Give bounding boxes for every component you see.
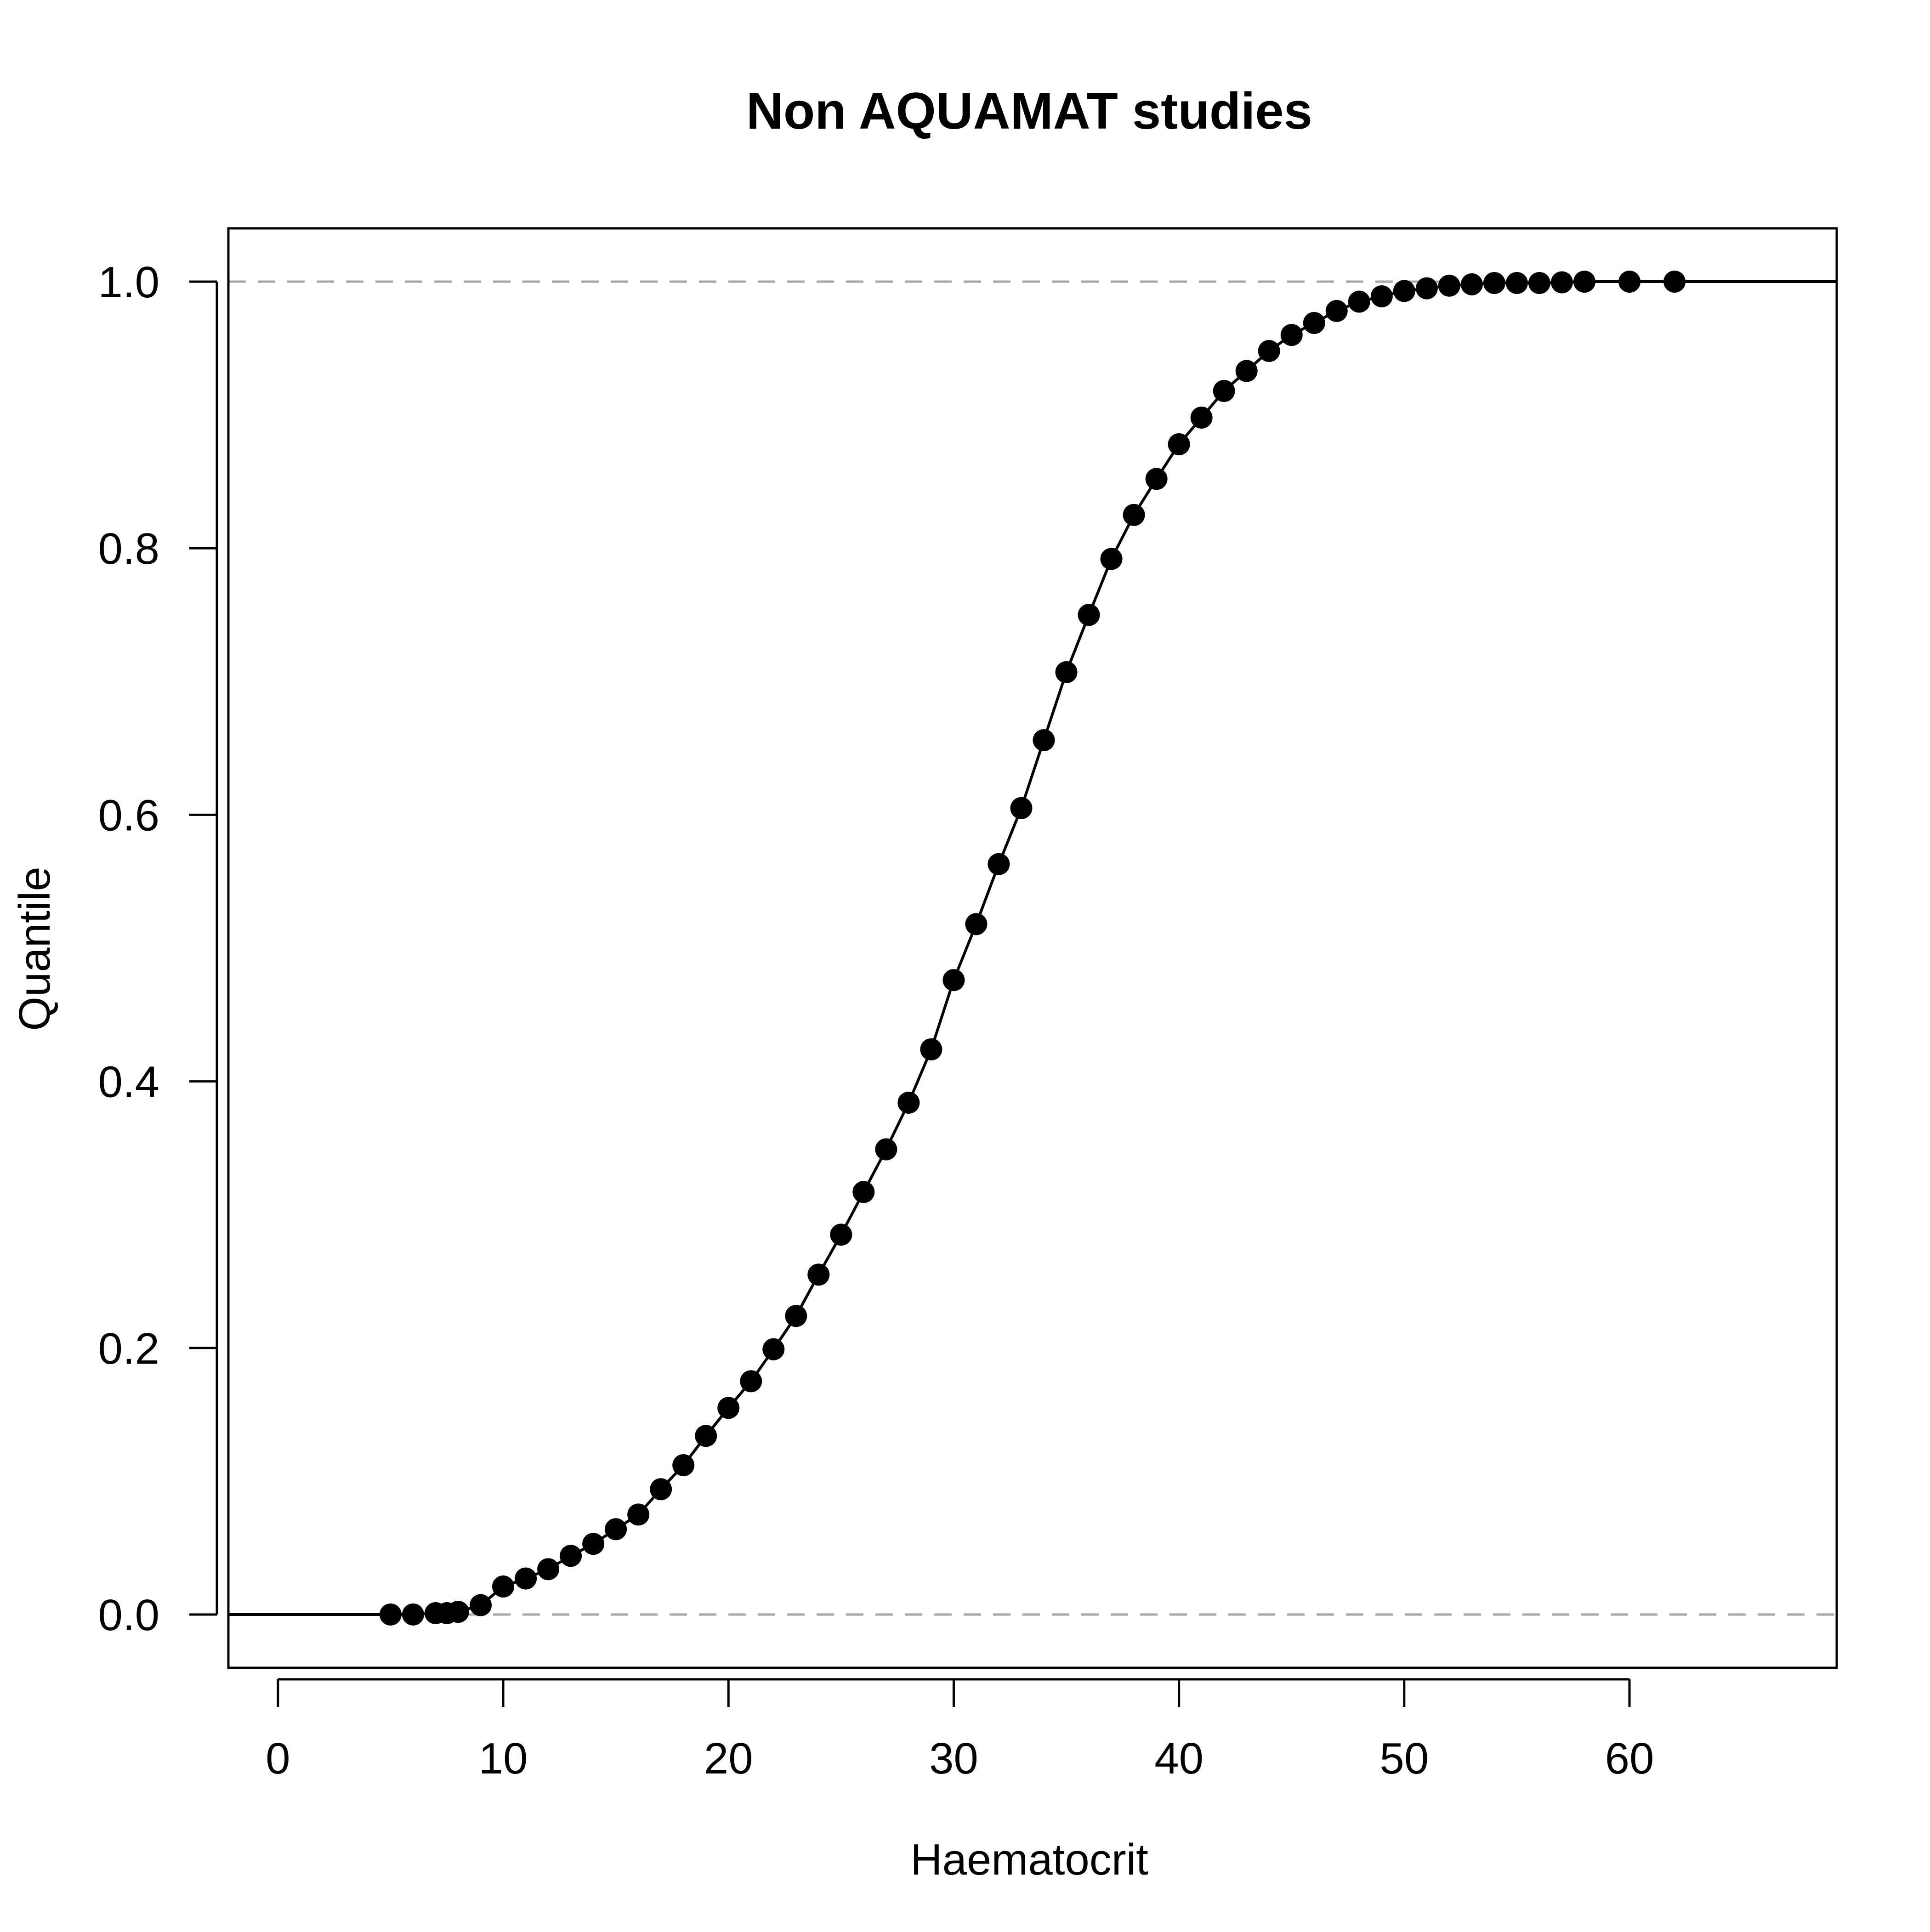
data-point <box>1415 277 1438 300</box>
data-point <box>560 1545 582 1567</box>
data-point <box>1033 729 1055 751</box>
data-point <box>492 1575 515 1598</box>
data-point <box>875 1138 897 1161</box>
data-point <box>1168 433 1190 455</box>
data-point <box>1280 324 1303 346</box>
y-tick-label: 1.0 <box>98 258 159 307</box>
data-point <box>785 1305 807 1327</box>
data-point <box>650 1478 672 1501</box>
data-point <box>807 1263 830 1286</box>
data-point <box>1145 468 1168 490</box>
data-point <box>1550 271 1573 294</box>
data-point <box>379 1603 402 1626</box>
data-point <box>1010 797 1033 819</box>
data-point <box>605 1518 627 1541</box>
chart-title: Non AQUAMAT studies <box>746 82 1312 140</box>
x-axis-label: Haematocrit <box>910 1835 1148 1884</box>
data-point <box>515 1567 537 1590</box>
x-tick-label: 40 <box>1154 1734 1203 1783</box>
data-point <box>1618 271 1641 293</box>
data-point <box>1348 290 1370 313</box>
data-point <box>1325 300 1348 322</box>
x-tick-label: 20 <box>704 1734 753 1783</box>
y-tick-label: 0.2 <box>98 1324 159 1373</box>
data-point <box>1213 380 1235 402</box>
data-point <box>1438 274 1460 297</box>
data-point <box>1460 273 1483 295</box>
data-point <box>1100 548 1123 570</box>
data-point <box>1663 271 1686 293</box>
data-point <box>537 1558 560 1581</box>
data-point <box>1370 285 1393 307</box>
y-axis-label: Quantile <box>10 867 59 1031</box>
data-point <box>1483 272 1505 294</box>
plot-frame <box>227 227 1838 1669</box>
data-point <box>1505 272 1528 294</box>
x-tick-label: 0 <box>266 1734 290 1783</box>
data-point <box>852 1181 875 1203</box>
data-point <box>830 1224 852 1246</box>
y-tick-label: 0.4 <box>98 1058 159 1107</box>
data-point <box>762 1338 785 1360</box>
data-point <box>695 1425 717 1447</box>
data-point <box>1123 504 1145 526</box>
data-point <box>402 1603 424 1626</box>
data-point <box>1393 280 1415 302</box>
data-point <box>1078 604 1100 626</box>
data-point <box>447 1601 469 1623</box>
data-point <box>1055 661 1078 684</box>
data-point <box>965 913 988 935</box>
data-point <box>1528 272 1550 294</box>
data-point <box>470 1594 492 1616</box>
data-point <box>1573 271 1595 293</box>
y-tick-label: 0.8 <box>98 524 159 573</box>
data-points <box>379 271 1686 1626</box>
x-tick-label: 10 <box>479 1734 528 1783</box>
data-point <box>627 1503 650 1526</box>
data-point <box>1303 312 1325 334</box>
data-point <box>582 1533 605 1555</box>
data-point <box>920 1038 942 1060</box>
data-point <box>1235 360 1258 382</box>
data-point <box>988 853 1010 875</box>
data-point <box>717 1397 740 1419</box>
data-point <box>740 1370 762 1393</box>
data-point <box>1190 406 1213 429</box>
y-tick-label: 0.0 <box>98 1591 159 1640</box>
x-tick-label: 50 <box>1379 1734 1429 1783</box>
y-tick-label: 0.6 <box>98 791 159 840</box>
x-tick-label: 60 <box>1605 1734 1654 1783</box>
data-point <box>1258 340 1280 362</box>
data-point <box>897 1092 920 1114</box>
x-tick-label: 30 <box>929 1734 978 1783</box>
data-point <box>672 1454 695 1477</box>
axes: 0 10 20 30 40 50 60 0.0 0.2 0.4 0.6 0.8 1.0 <box>98 227 1838 1783</box>
data-point <box>942 969 965 991</box>
